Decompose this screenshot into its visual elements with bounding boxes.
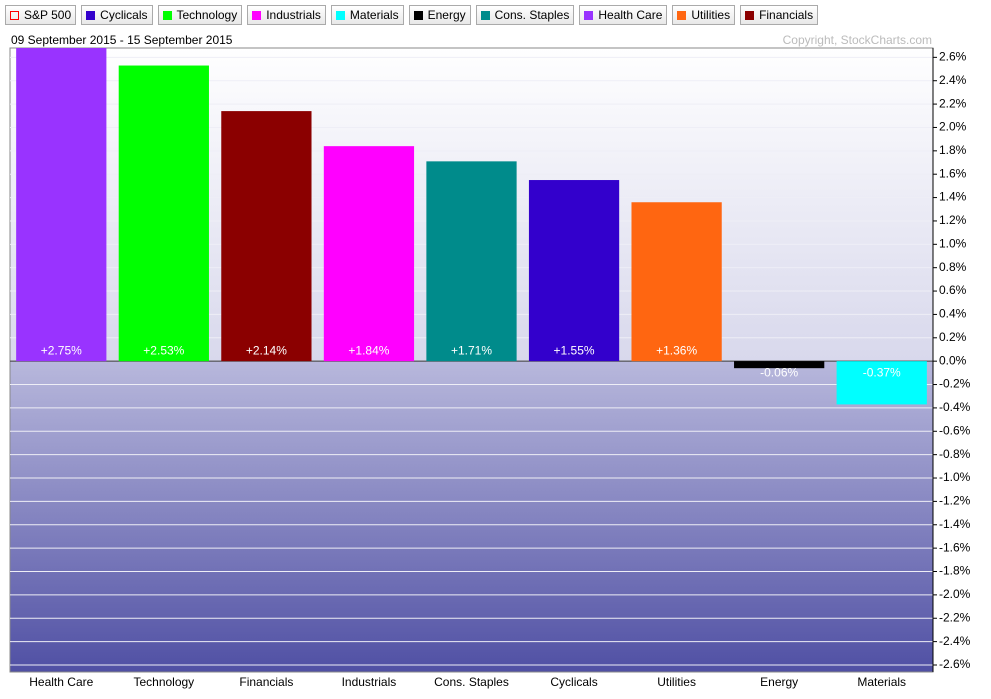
bar <box>118 65 209 362</box>
legend-label: Cons. Staples <box>494 8 570 22</box>
legend-label: Technology <box>176 8 238 22</box>
value-label: +1.55% <box>554 343 595 357</box>
value-label: -0.37% <box>863 365 901 379</box>
x-tick-label: Technology <box>133 675 194 689</box>
legend-swatch <box>162 10 172 20</box>
value-label: -0.06% <box>760 365 798 379</box>
legend-item[interactable]: Materials <box>330 5 404 25</box>
legend-swatch <box>677 10 687 20</box>
y-tick-label: -0.6% <box>939 423 971 437</box>
y-tick-label: -2.6% <box>939 657 971 671</box>
x-tick-label: Energy <box>760 675 798 689</box>
y-tick-label: 0.0% <box>939 353 967 367</box>
y-tick-label: -1.8% <box>939 564 971 578</box>
legend-item[interactable]: S&P 500 <box>5 5 77 25</box>
bar <box>631 202 722 362</box>
y-tick-label: 1.0% <box>939 236 967 250</box>
y-tick-label: -1.6% <box>939 540 971 554</box>
y-tick-label: 1.8% <box>939 143 967 157</box>
legend-item[interactable]: Technology <box>157 5 243 25</box>
legend-item[interactable]: Industrials <box>247 5 326 25</box>
y-tick-label: 0.8% <box>939 260 967 274</box>
legend-label: Health Care <box>598 8 663 22</box>
value-label: +2.14% <box>246 343 287 357</box>
y-tick-label: -1.2% <box>939 494 971 508</box>
y-tick-label: -2.2% <box>939 610 971 624</box>
y-tick-label: -0.8% <box>939 447 971 461</box>
x-tick-label: Health Care <box>29 675 93 689</box>
y-tick-label: 0.4% <box>939 307 967 321</box>
subtitle: 09 September 2015 - 15 September 2015 <box>11 33 233 47</box>
y-tick-label: 2.0% <box>939 120 967 134</box>
legend-label: Energy <box>427 8 466 22</box>
value-label: +1.36% <box>656 343 697 357</box>
legend: S&P 500 Cyclicals Technology Industrials Mat… <box>5 5 819 25</box>
y-tick-label: 1.4% <box>939 190 967 204</box>
y-tick-label: -0.2% <box>939 377 971 391</box>
y-tick-label: 1.6% <box>939 166 967 180</box>
bar <box>426 161 517 362</box>
plot-background-lower <box>10 361 933 672</box>
y-tick-label: -2.4% <box>939 634 971 648</box>
legend-item[interactable]: Cyclicals <box>81 5 153 25</box>
x-tick-label: Utilities <box>657 675 696 689</box>
y-tick-label: -1.4% <box>939 517 971 531</box>
legend-label: Cyclicals <box>100 8 148 22</box>
bar <box>734 361 825 369</box>
legend-swatch <box>413 10 423 20</box>
legend-label: Financials <box>759 8 814 22</box>
value-label: +1.84% <box>348 343 389 357</box>
copyright: Copyright, StockCharts.com <box>783 33 932 47</box>
legend-item[interactable]: Energy <box>408 5 471 25</box>
legend-swatch <box>335 10 345 20</box>
y-tick-label: -0.4% <box>939 400 971 414</box>
legend-swatch <box>480 10 490 20</box>
bar <box>323 146 415 362</box>
legend-swatch <box>745 10 755 20</box>
bar <box>221 111 312 362</box>
legend-swatch <box>584 10 594 20</box>
value-label: +2.75% <box>41 343 82 357</box>
legend-label: S&P 500 <box>24 8 72 22</box>
y-tick-label: 2.2% <box>939 96 967 110</box>
x-tick-label: Materials <box>857 675 906 689</box>
value-label: +1.71% <box>451 343 492 357</box>
legend-swatch <box>86 10 96 20</box>
legend-label: Materials <box>349 8 399 22</box>
value-label: +2.53% <box>143 343 184 357</box>
x-tick-label: Industrials <box>342 675 397 689</box>
y-tick-label: 0.2% <box>939 330 967 344</box>
y-tick-label: 2.6% <box>939 50 967 64</box>
y-tick-label: 0.6% <box>939 283 967 297</box>
y-tick-label: -1.0% <box>939 470 971 484</box>
legend-item[interactable]: Cons. Staples <box>475 5 575 25</box>
legend-label: Industrials <box>266 8 321 22</box>
legend-swatch <box>252 10 262 20</box>
legend-item[interactable]: Financials <box>740 5 819 25</box>
y-tick-label: 2.4% <box>939 73 967 87</box>
y-tick-label: 1.2% <box>939 213 967 227</box>
y-tick-label: -2.0% <box>939 587 971 601</box>
bar <box>836 361 927 405</box>
legend-item[interactable]: Utilities <box>672 5 736 25</box>
x-tick-label: Financials <box>239 675 293 689</box>
bar <box>16 48 107 362</box>
x-tick-label: Cyclicals <box>550 675 597 689</box>
bar <box>528 180 620 362</box>
legend-label: Utilities <box>691 8 731 22</box>
x-tick-label: Cons. Staples <box>434 675 509 689</box>
legend-swatch <box>10 10 19 20</box>
legend-item[interactable]: Health Care <box>579 5 668 25</box>
